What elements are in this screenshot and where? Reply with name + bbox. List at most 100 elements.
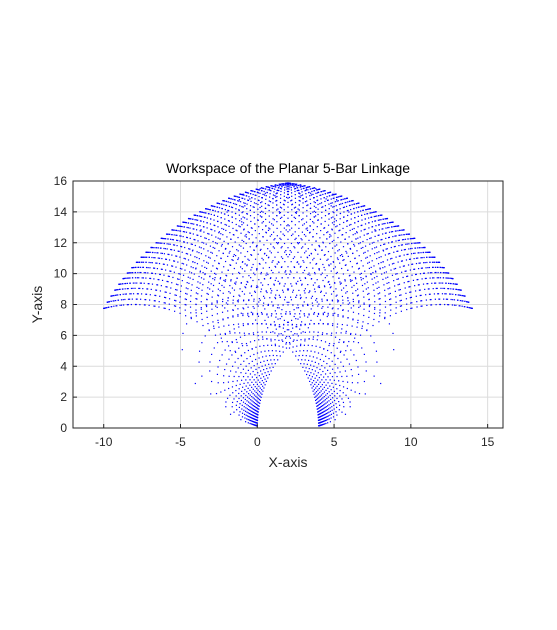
workspace-point xyxy=(393,349,395,351)
workspace-point xyxy=(419,247,421,249)
workspace-point xyxy=(384,317,386,320)
workspace-point xyxy=(278,271,280,273)
workspace-point xyxy=(254,412,256,414)
workspace-point xyxy=(288,186,290,188)
workspace-point xyxy=(212,277,214,280)
workspace-point xyxy=(255,381,257,383)
workspace-point xyxy=(256,396,258,399)
workspace-point xyxy=(333,390,335,392)
workspace-point xyxy=(246,218,248,220)
workspace-point xyxy=(200,229,202,231)
workspace-point xyxy=(239,332,241,334)
workspace-point xyxy=(132,266,135,269)
workspace-point xyxy=(322,393,324,395)
workspace-point xyxy=(207,262,209,264)
workspace-point xyxy=(252,408,254,410)
workspace-point xyxy=(296,294,298,296)
workspace-point xyxy=(225,406,227,408)
workspace-point xyxy=(243,409,245,411)
workspace-point xyxy=(467,301,470,303)
workspace-point xyxy=(277,243,279,245)
workspace-point xyxy=(344,280,346,282)
workspace-point xyxy=(262,305,264,307)
workspace-point xyxy=(186,293,188,295)
workspace-point xyxy=(206,261,208,263)
workspace-point xyxy=(366,239,368,241)
workspace-point xyxy=(140,293,143,295)
workspace-point xyxy=(346,381,349,383)
workspace-point xyxy=(321,333,323,336)
workspace-point xyxy=(325,292,327,294)
workspace-point xyxy=(287,188,289,190)
workspace-point xyxy=(325,406,327,408)
workspace-point xyxy=(398,239,400,241)
workspace-point xyxy=(170,270,172,272)
workspace-point xyxy=(319,194,321,197)
workspace-point xyxy=(326,401,329,403)
workspace-point xyxy=(198,246,201,248)
workspace-point xyxy=(275,316,277,318)
workspace-point xyxy=(183,231,186,233)
workspace-point xyxy=(412,237,415,240)
workspace-point xyxy=(232,255,235,258)
workspace-point xyxy=(255,346,257,348)
workspace-point xyxy=(269,228,271,230)
workspace-point xyxy=(411,247,413,250)
workspace-point xyxy=(217,211,219,213)
workspace-point xyxy=(257,305,259,307)
workspace-point xyxy=(277,187,279,189)
workspace-point xyxy=(138,261,141,263)
workspace-point xyxy=(331,368,334,370)
workspace-point xyxy=(342,365,344,367)
workspace-point xyxy=(399,294,401,296)
workspace-point xyxy=(364,228,366,230)
workspace-point xyxy=(373,342,375,344)
workspace-point xyxy=(287,185,289,188)
workspace-point xyxy=(420,252,422,254)
workspace-point xyxy=(153,257,155,259)
workspace-point xyxy=(114,289,116,291)
workspace-point xyxy=(174,310,176,312)
workspace-point xyxy=(303,301,305,303)
workspace-point xyxy=(290,283,292,285)
workspace-point xyxy=(333,224,335,226)
workspace-point xyxy=(322,190,324,192)
workspace-point xyxy=(426,256,428,258)
workspace-point xyxy=(324,399,326,401)
workspace-point xyxy=(300,195,302,197)
workspace-point xyxy=(317,383,320,385)
workspace-point xyxy=(318,303,320,305)
workspace-point xyxy=(198,350,201,352)
workspace-point xyxy=(287,217,289,219)
workspace-point xyxy=(367,323,369,325)
workspace-point xyxy=(355,207,358,209)
workspace-point xyxy=(195,292,197,294)
workspace-point xyxy=(200,295,203,297)
workspace-point xyxy=(357,202,359,204)
workspace-point xyxy=(231,246,234,248)
workspace-point xyxy=(272,185,275,188)
workspace-point xyxy=(228,252,230,254)
workspace-point xyxy=(228,358,230,360)
workspace-point xyxy=(257,408,259,410)
workspace-point xyxy=(265,218,267,221)
workspace-point xyxy=(251,227,253,229)
workspace-point xyxy=(265,231,267,233)
workspace-point xyxy=(399,288,401,291)
workspace-point xyxy=(116,294,118,296)
workspace-point xyxy=(280,188,282,190)
workspace-point xyxy=(262,236,264,238)
workspace-point xyxy=(201,342,203,344)
workspace-point xyxy=(222,319,224,321)
workspace-point xyxy=(319,368,321,371)
workspace-point xyxy=(190,272,193,274)
workspace-point xyxy=(196,224,199,226)
workspace-point xyxy=(171,282,173,284)
workspace-point xyxy=(317,199,319,201)
workspace-point xyxy=(242,222,245,224)
workspace-point xyxy=(451,277,454,280)
workspace-point xyxy=(224,332,226,335)
workspace-point xyxy=(346,205,348,208)
workspace-point xyxy=(210,283,212,285)
workspace-point xyxy=(185,292,187,295)
